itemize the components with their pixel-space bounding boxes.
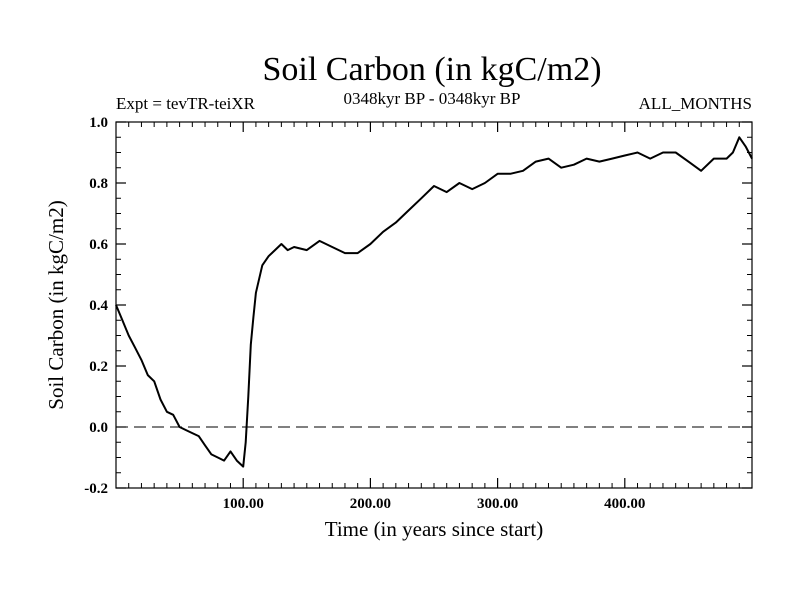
y-tick-label: 1.0	[89, 115, 108, 131]
y-tick-label: 0.6	[89, 237, 108, 253]
plot-frame	[115, 121, 753, 489]
plot-area: -0.2 0.0 0.2 0.4 0.6 0.8 1.0 100.00 200.00 300.0…	[84, 115, 753, 512]
y-tick-label: 0.0	[89, 420, 108, 436]
y-tick-label: -0.2	[84, 481, 108, 497]
x-tick-label: 200.00	[350, 496, 391, 512]
x-tick-labels: 100.00 200.00 300.00 400.00	[223, 496, 646, 512]
months-label: ALL_MONTHS	[639, 94, 752, 113]
x-tick-label: 400.00	[604, 496, 645, 512]
minor-ticks	[116, 122, 752, 488]
period-label: 0348kyr BP - 0348kyr BP	[344, 89, 521, 108]
major-ticks	[116, 121, 752, 489]
x-tick-label: 100.00	[223, 496, 264, 512]
y-tick-labels: -0.2 0.0 0.2 0.4 0.6 0.8 1.0	[84, 115, 108, 497]
series-line-soil-carbon	[115, 136, 753, 468]
y-tick-label: 0.8	[89, 176, 108, 192]
x-axis-label: Time (in years since start)	[325, 517, 544, 541]
y-axis-label: Soil Carbon (in kgC/m2)	[44, 200, 68, 409]
chart-title: Soil Carbon (in kgC/m2)	[262, 51, 601, 88]
x-tick-label: 300.00	[477, 496, 518, 512]
experiment-label: Expt = tevTR-teiXR	[116, 94, 256, 113]
y-tick-label: 0.4	[89, 298, 108, 314]
y-tick-label: 0.2	[89, 359, 108, 375]
